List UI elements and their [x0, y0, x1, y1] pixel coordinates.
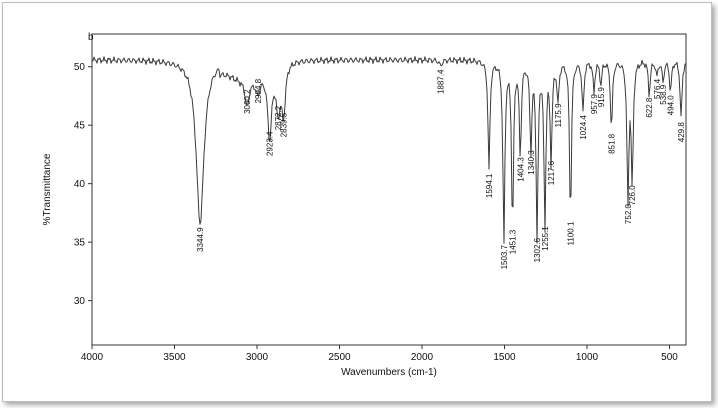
- x-tick-label: 3500: [163, 352, 186, 363]
- x-tick-label: 3000: [246, 352, 269, 363]
- peak-label: 429.8: [677, 122, 686, 143]
- figure-frame: [2, 2, 712, 402]
- plot-area: [91, 33, 687, 346]
- peak-label: 726.0: [628, 185, 637, 206]
- peak-label: 1404.3: [516, 157, 525, 182]
- peak-label: 752.0: [624, 203, 633, 224]
- x-axis-title: Wavenumbers (cm-1): [341, 367, 437, 378]
- peak-label: 1887.4: [437, 69, 446, 94]
- x-tick-label: 500: [661, 352, 678, 363]
- x-tick-label: 1000: [576, 352, 599, 363]
- peak-label: 1255.1: [541, 226, 550, 251]
- x-axis: 4000 3500 3000 2500 2000 1500 1000 500: [81, 345, 678, 363]
- peak-label: 1024.4: [579, 115, 588, 140]
- peak-label: 915.9: [597, 87, 606, 108]
- peak-label: 576.4: [653, 78, 662, 99]
- panel-letter: b: [88, 32, 94, 43]
- peak-label: 1175.9: [554, 103, 563, 127]
- peak-label: 2994.8: [254, 78, 263, 103]
- peak-label: 2872.2: [274, 105, 283, 130]
- x-tick-label: 2500: [328, 352, 351, 363]
- y-axis-title: %Transmittance: [42, 153, 53, 225]
- peak-label: 1594.1: [485, 173, 494, 198]
- peak-label: 957.9: [590, 94, 599, 115]
- peak-label: 1451.3: [509, 229, 518, 254]
- peak-label: 851.8: [607, 133, 616, 154]
- peak-label: 622.8: [645, 97, 654, 118]
- peak-label: 2923.4: [266, 131, 275, 156]
- peak-label: 1503.7: [500, 244, 509, 269]
- peak-label: 3060.2: [243, 89, 252, 114]
- y-tick-label: 35: [74, 238, 86, 249]
- peak-label: 1302.6: [533, 237, 542, 262]
- x-tick-label: 1500: [493, 352, 516, 363]
- y-tick-label: 30: [74, 296, 86, 307]
- y-axis: 30 35 40 45 50: [74, 62, 92, 307]
- x-tick-label: 4000: [81, 352, 104, 363]
- peak-label: 494.0: [666, 95, 675, 116]
- peak-label: 1100.1: [566, 221, 575, 245]
- peak-label: 1340.3: [527, 150, 536, 175]
- peak-label: 3344.9: [196, 227, 205, 252]
- x-tick-label: 2000: [411, 352, 434, 363]
- y-tick-label: 45: [74, 121, 86, 132]
- peak-label: 2839.5: [279, 112, 288, 137]
- peak-label: 1217.6: [547, 160, 556, 185]
- peak-label: 538.9: [659, 84, 668, 105]
- spectrum-line: [91, 56, 687, 244]
- y-tick-label: 40: [74, 179, 86, 190]
- y-tick-label: 50: [74, 62, 86, 73]
